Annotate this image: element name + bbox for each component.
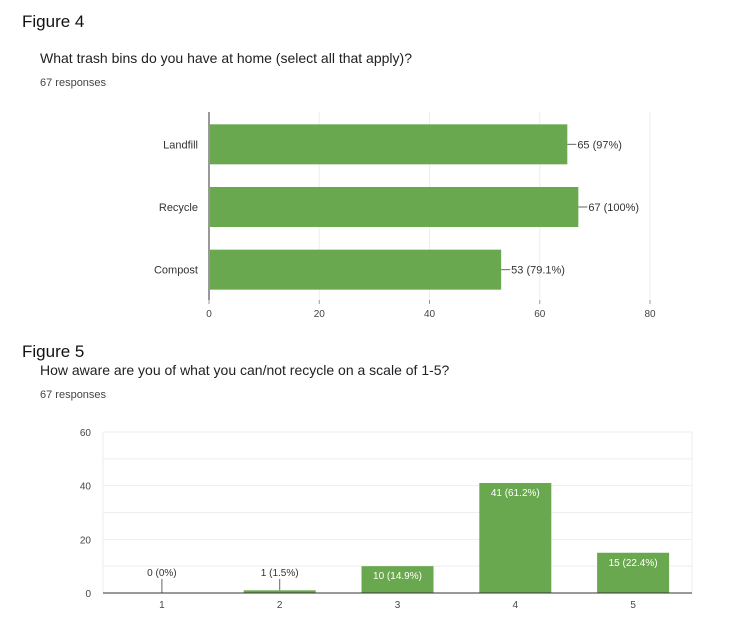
bar-2 <box>243 590 316 593</box>
tick-label-y-60: 60 <box>80 428 92 439</box>
tick-label-x-20: 20 <box>314 309 326 320</box>
tick-label-x-2: 2 <box>277 600 283 611</box>
figure-4-question: What trash bins do you have at home (sel… <box>40 50 412 66</box>
tick-label-x-1: 1 <box>159 600 165 611</box>
data-label-compost: 53 (79.1%) <box>511 265 565 277</box>
figure-5-label: Figure 5 <box>22 342 85 361</box>
tick-label-x-5: 5 <box>630 600 636 611</box>
data-label-1: 0 (0%) <box>147 568 176 579</box>
figure-4-bar-chart: 0 20 40 60 80 Landfill 65 (97%) Recycle 67 (100%… <box>154 112 656 320</box>
tick-label-x-80: 80 <box>644 309 656 320</box>
category-label-landfill: Landfill <box>163 139 198 151</box>
figure-5-response-count: 67 responses <box>40 389 107 401</box>
figure-4-label: Figure 4 <box>22 12 85 31</box>
bar-4 <box>479 482 552 593</box>
tick-label-y-20: 20 <box>80 535 92 546</box>
tick-label-x-60: 60 <box>534 309 546 320</box>
tick-label-x-3: 3 <box>395 600 401 611</box>
data-label-5: 15 (22.4%) <box>609 558 658 569</box>
data-label-recycle: 67 (100%) <box>588 202 639 214</box>
bar-landfill <box>210 124 568 165</box>
tick-label-x-0: 0 <box>206 309 212 320</box>
figure-5-question: How aware are you of what you can/not re… <box>40 362 450 378</box>
tick-label-y-40: 40 <box>80 482 92 493</box>
category-label-compost: Compost <box>154 265 198 277</box>
bar-compost <box>210 249 502 290</box>
category-label-recycle: Recycle <box>159 202 198 214</box>
data-label-4: 41 (61.2%) <box>491 488 540 499</box>
bar-recycle <box>210 187 579 227</box>
tick-label-y-0: 0 <box>85 589 91 600</box>
data-label-landfill: 65 (97%) <box>577 139 622 151</box>
data-label-2: 1 (1.5%) <box>261 568 299 579</box>
tick-label-x-4: 4 <box>513 600 519 611</box>
data-label-3: 10 (14.9%) <box>373 571 422 582</box>
figure-5-bar-chart: 0 20 40 60 0 (0%) 1 1 (1.5%) 2 10 (14.9%) 3 41 (61… <box>80 428 693 611</box>
tick-label-x-40: 40 <box>424 309 436 320</box>
bar-5 <box>597 552 670 593</box>
bar-3 <box>361 566 434 593</box>
figure-4-response-count: 67 responses <box>40 77 107 89</box>
